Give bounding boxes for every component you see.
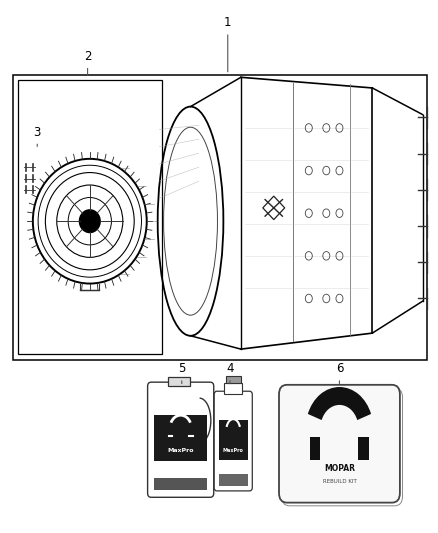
Bar [13, 75, 427, 360]
Bar [154, 415, 207, 461]
Bar [226, 376, 241, 383]
Text: 6: 6 [336, 362, 343, 384]
Text: 3: 3 [34, 126, 41, 147]
Text: REBUILD KIT: REBUILD KIT [322, 479, 357, 484]
Bar [358, 437, 369, 461]
Bar [154, 478, 207, 490]
FancyBboxPatch shape [148, 382, 214, 497]
Bar [219, 419, 248, 459]
Bar [168, 377, 190, 386]
Bar [310, 437, 321, 461]
Bar [18, 80, 162, 354]
Wedge shape [308, 387, 371, 420]
Text: 2: 2 [84, 50, 92, 75]
Text: 4: 4 [226, 362, 234, 384]
Ellipse shape [80, 210, 100, 232]
Bar [219, 474, 248, 486]
FancyBboxPatch shape [214, 391, 252, 491]
Text: MOPAR: MOPAR [324, 464, 355, 473]
Text: MaxPro: MaxPro [223, 448, 244, 453]
Text: MaxPro: MaxPro [167, 448, 194, 453]
Text: 5: 5 [178, 362, 185, 384]
Bar [224, 383, 243, 394]
FancyBboxPatch shape [279, 385, 400, 503]
Text: 1: 1 [224, 17, 232, 72]
